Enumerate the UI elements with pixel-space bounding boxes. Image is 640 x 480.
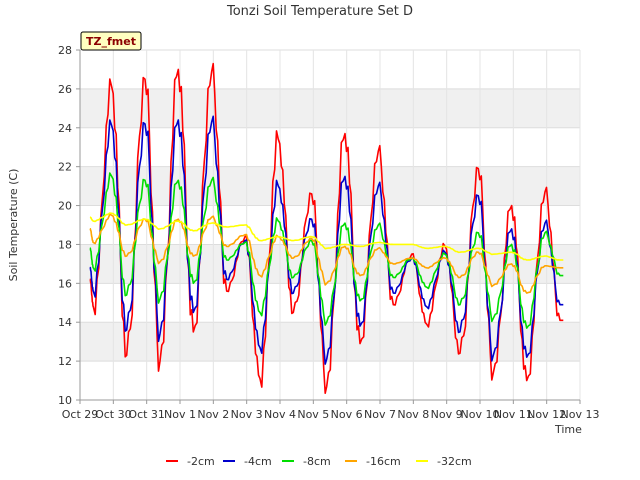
y-tick-label: 26 bbox=[58, 83, 72, 96]
series-line-minus-2cm bbox=[89, 62, 564, 394]
series-line-minus-8cm bbox=[89, 172, 564, 329]
grid-band bbox=[80, 244, 580, 284]
y-tick-label: 18 bbox=[58, 238, 72, 251]
y-axis-label: Soil Temperature (C) bbox=[7, 169, 20, 282]
x-tick-label: Oct 31 bbox=[128, 408, 165, 421]
legend-label: -32cm bbox=[437, 455, 472, 468]
y-tick-label: 16 bbox=[58, 277, 72, 290]
series-line-minus-32cm bbox=[89, 212, 564, 261]
annotation-box: TZ_fmet bbox=[80, 31, 142, 51]
x-tick-label: Nov 12 bbox=[527, 408, 566, 421]
x-tick-label: Nov 10 bbox=[461, 408, 500, 421]
x-tick-label: Nov 7 bbox=[364, 408, 396, 421]
x-tick-label: Nov 5 bbox=[297, 408, 329, 421]
series-lines bbox=[89, 62, 564, 394]
x-tick-label: Nov 4 bbox=[264, 408, 296, 421]
y-tick-label: 14 bbox=[58, 316, 72, 329]
x-tick-label: Nov 1 bbox=[164, 408, 196, 421]
grid-band bbox=[80, 88, 580, 128]
series-line-minus-4cm bbox=[89, 115, 564, 365]
y-tick-label: 22 bbox=[58, 161, 72, 174]
y-tick-label: 10 bbox=[58, 394, 72, 407]
x-tick-label: Nov 13 bbox=[561, 408, 600, 421]
x-tick-label: Nov 3 bbox=[231, 408, 263, 421]
x-tick-label: Oct 30 bbox=[95, 408, 132, 421]
x-tick-label: Nov 9 bbox=[431, 408, 463, 421]
legend-label: -2cm bbox=[187, 455, 215, 468]
legend-label: -4cm bbox=[244, 455, 272, 468]
annotation-background bbox=[80, 31, 142, 51]
series-line-minus-16cm bbox=[89, 213, 564, 294]
y-tick-label: 12 bbox=[58, 355, 72, 368]
y-tick-label: 20 bbox=[58, 200, 72, 213]
legend-label: -8cm bbox=[303, 455, 331, 468]
legend-label: -16cm bbox=[366, 455, 401, 468]
y-tick-label: 24 bbox=[58, 122, 72, 135]
annotation-label: TZ_fmet bbox=[86, 35, 136, 48]
x-tick-label: Nov 11 bbox=[494, 408, 533, 421]
x-tick-label: Nov 8 bbox=[397, 408, 429, 421]
x-axis-label: Time bbox=[554, 423, 582, 436]
x-tick-label: Oct 29 bbox=[62, 408, 99, 421]
x-tick-label: Nov 2 bbox=[197, 408, 229, 421]
chart-title: Tonzi Soil Temperature Set D bbox=[226, 4, 413, 19]
plot-area bbox=[80, 50, 580, 400]
x-tick-label: Nov 6 bbox=[331, 408, 363, 421]
y-tick-label: 28 bbox=[58, 44, 72, 57]
grid-band bbox=[80, 166, 580, 206]
legend: -2cm -4cm -8cm -16cm -32cm bbox=[166, 455, 472, 468]
